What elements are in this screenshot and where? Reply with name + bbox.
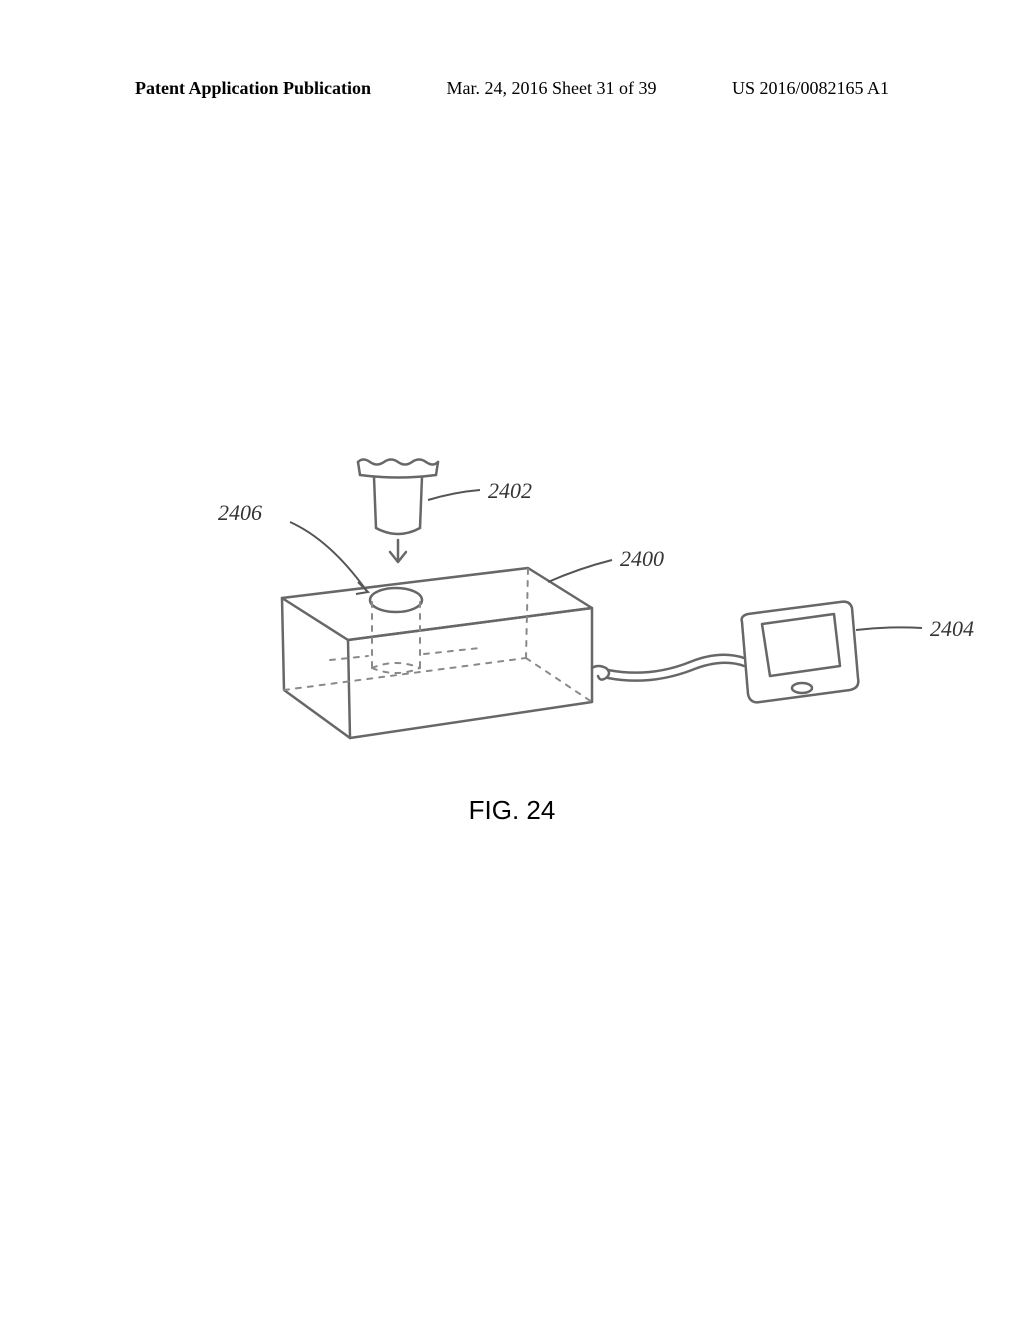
header-publication-type: Patent Application Publication	[135, 78, 371, 99]
insert-arrow-icon	[390, 540, 406, 562]
figure-24: 2402 2406 2400 2404	[180, 440, 860, 770]
vial	[358, 460, 438, 535]
label-2406: 2406	[218, 500, 262, 525]
header-date-sheet: Mar. 24, 2016 Sheet 31 of 39	[447, 78, 657, 99]
annotation-2400: 2400	[548, 546, 664, 582]
label-2400: 2400	[620, 546, 664, 571]
header-pub-number: US 2016/0082165 A1	[732, 78, 889, 99]
annotation-2404: 2404	[856, 616, 974, 641]
figure-caption: FIG. 24	[0, 795, 1024, 826]
phone-device	[742, 602, 859, 703]
annotation-2402: 2402	[428, 478, 532, 503]
label-2402: 2402	[488, 478, 532, 503]
cable	[592, 655, 744, 681]
page-header: Patent Application Publication Mar. 24, …	[0, 78, 1024, 99]
box-opening	[330, 588, 480, 673]
annotation-2406: 2406	[218, 500, 368, 594]
label-2404: 2404	[930, 616, 974, 641]
figure-svg: 2402 2406 2400 2404	[180, 440, 860, 770]
